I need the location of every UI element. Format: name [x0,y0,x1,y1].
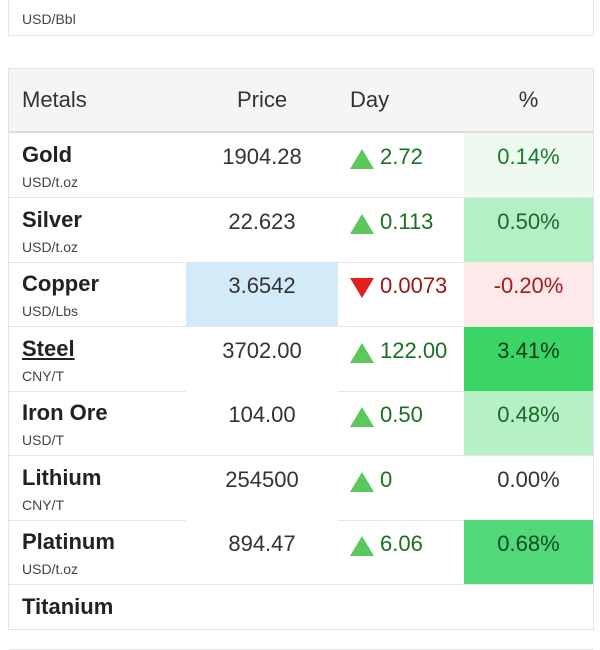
up-arrow [350,149,374,169]
percent-change: 0.00% [497,466,560,492]
metal-name: Gold [22,142,73,167]
unit: CNY/T [22,496,64,513]
percent-cell: -0.20% [464,262,593,326]
day-cell: 0.113 [338,198,464,262]
percent-change: 0.14% [497,144,560,169]
day-cell: 0 [338,456,464,520]
price: 3702.00 [222,337,302,363]
up-arrow [350,213,374,234]
previous-card: USD/Bbl [8,0,594,36]
arrow-shape [350,213,374,234]
arrow-shape [350,342,374,363]
table-row[interactable]: Titanium [9,585,593,650]
day-cell: 0.0073 [338,262,464,326]
page: USD/Bbl Metals Price Day % Gold USD/t.oz 1… [8,0,594,650]
percent-cell: 0.00% [464,455,593,520]
arrow-shape [350,407,374,427]
name-cell: Platinum USD/t.oz [9,520,186,584]
day-cell: 6.06 [338,520,464,584]
percent-change: -0.20% [493,273,564,298]
unit: USD/Lbs [22,303,79,319]
percent-cell: 0.14% [464,133,593,197]
day-change: 2.72 [380,144,423,169]
unit: USD/T [22,432,64,448]
unit: CNY/T [22,367,64,384]
percent-cell: 3.41% [464,326,593,391]
price: 254500 [225,466,299,492]
header-cell: % [518,87,539,112]
percent-change: 3.41% [497,337,560,363]
price-cell: 3.6542 [186,262,338,326]
day-change: 0.0073 [380,273,448,298]
header-cell: Metals [22,87,87,112]
price-cell: 894.47 [186,520,338,584]
price: 3.6542 [228,273,296,298]
arrow-shape [350,471,374,492]
header-cell: Day [350,87,390,112]
unit: USD/Bbl [22,11,76,27]
day-change: 122.00 [380,337,448,363]
percent-cell: 0.50% [464,197,593,262]
metals-table: Metals Price Day % Gold USD/t.oz 1904.28 2.… [8,68,594,650]
name-cell: Silver USD/t.oz [9,198,186,262]
percent-change: 0.50% [497,208,560,234]
name-cell: Copper USD/Lbs [9,262,186,326]
metal-name: Copper [22,271,99,296]
header-cell: Price [236,87,288,112]
percent-cell: 0.68% [464,520,593,584]
price-cell: 22.623 [186,197,338,262]
day-change: 6.06 [380,531,423,556]
up-arrow [350,471,374,492]
table-row[interactable]: Copper USD/Lbs 3.6542 0.0073 -0.20% [9,262,593,327]
arrow-shape [350,278,374,298]
name-cell: Steel CNY/T [9,327,186,391]
header-row: Metals Price Day % [9,69,593,133]
table-row[interactable]: Silver USD/t.oz 22.623 0.113 0.50% [9,197,593,263]
day-change: 0 [380,466,393,492]
table-row[interactable]: Steel CNY/T 3702.00 122.00 3.41% [9,326,593,392]
table-row[interactable]: Gold USD/t.oz 1904.28 2.72 0.14% [9,133,593,198]
unit: USD/t.oz [22,561,79,577]
metal-name[interactable]: Steel [22,335,75,361]
day-cell: 2.72 [338,133,464,197]
name-cell: Titanium [9,585,186,649]
table-row[interactable]: Iron Ore USD/T 104.00 0.50 0.48% [9,391,593,456]
name-cell: Iron Ore USD/T [9,391,186,455]
price: 1904.28 [222,144,302,169]
metal-name: Platinum [22,529,115,554]
table-row[interactable]: Lithium CNY/T 254500 0 0.00% [9,455,593,521]
metal-name: Iron Ore [22,400,108,425]
price-cell: 254500 [186,455,338,520]
metal-name: Silver [22,206,82,232]
percent-cell: 0.48% [464,391,593,455]
up-arrow [350,342,374,363]
down-arrow [350,278,374,298]
price: 22.623 [228,208,296,234]
day-change: 0.50 [380,402,423,427]
arrow-shape [350,149,374,169]
table-row[interactable]: Platinum USD/t.oz 894.47 6.06 0.68% [9,520,593,585]
price-cell: 104.00 [186,391,338,455]
day-cell: 0.50 [338,391,464,455]
percent-change: 0.48% [497,402,560,427]
day-change: 0.113 [380,208,434,234]
price: 104.00 [228,402,296,427]
price-cell: 1904.28 [186,133,338,197]
price: 894.47 [228,531,296,556]
unit: USD/t.oz [22,174,79,190]
arrow-shape [350,536,374,556]
up-arrow [350,407,374,427]
metal-name: Lithium [22,464,102,490]
up-arrow [350,536,374,556]
metal-name: Titanium [22,593,114,619]
unit: USD/t.oz [22,238,79,255]
price-cell: 3702.00 [186,326,338,391]
name-cell: Gold USD/t.oz [9,133,186,197]
day-cell: 122.00 [338,327,464,391]
name-cell: Lithium CNY/T [9,456,186,520]
percent-change: 0.68% [497,531,560,556]
